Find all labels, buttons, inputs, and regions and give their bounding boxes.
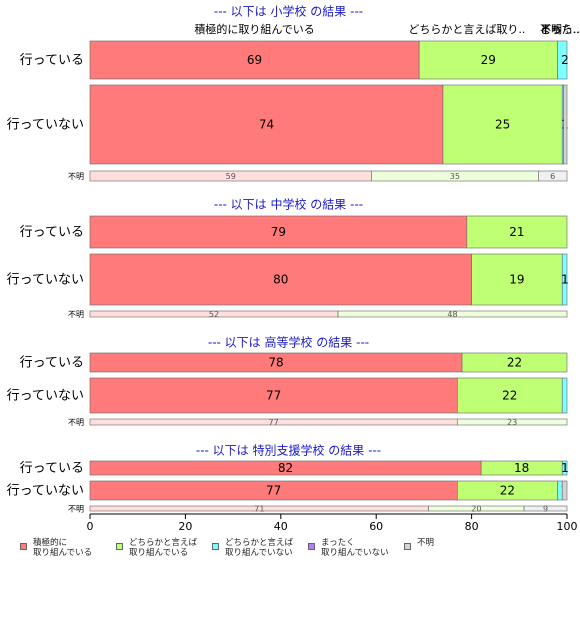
- row-label: 行っている: [20, 53, 84, 68]
- data-label: 20: [471, 505, 481, 514]
- data-label: 22: [507, 356, 522, 370]
- data-label: 22: [500, 484, 515, 498]
- bar-segment: [561, 377, 568, 414]
- row-label: 行っていない: [7, 389, 84, 404]
- x-tick-label: 40: [274, 520, 288, 533]
- data-label: 2: [561, 53, 569, 67]
- data-label: 22: [502, 389, 517, 403]
- row-label: 不明: [68, 418, 84, 427]
- row-label: 行っていない: [7, 118, 84, 133]
- legend-label: 不明: [417, 538, 435, 548]
- data-label: 78: [268, 356, 283, 370]
- data-label: 18: [514, 461, 529, 475]
- data-label: 25: [495, 118, 510, 132]
- row-label: 行っている: [20, 461, 84, 476]
- bar-segment: [89, 377, 458, 414]
- bar-segment: [456, 377, 563, 414]
- legend-label: どちらかと言えば 取り組んでいる: [129, 538, 198, 558]
- row-label: 不明: [68, 310, 84, 319]
- data-label: 79: [271, 225, 286, 239]
- top-category-label: 積極的に取り組んでいる: [194, 22, 314, 36]
- legend-label: 積極的に 取り組んでいる: [33, 538, 93, 558]
- x-tick-label: 100: [557, 520, 578, 533]
- data-label: 1: [561, 461, 569, 475]
- x-tick-label: 80: [465, 520, 479, 533]
- data-label: 21: [509, 225, 524, 239]
- top-category-label: 不明: [540, 23, 562, 36]
- group-title: --- 以下は 高等学校 の結果 ---: [208, 335, 369, 350]
- data-label: 52: [209, 310, 219, 319]
- top-category-label: まった..: [540, 23, 580, 36]
- bar-segment: [456, 418, 568, 426]
- data-label: 35: [450, 172, 460, 181]
- top-category-label: どちらかと言えば取り..: [408, 23, 525, 36]
- data-label: 6: [550, 172, 555, 181]
- data-label: 23: [507, 418, 517, 427]
- data-label: 80: [273, 273, 288, 287]
- row-label: 行っていない: [7, 273, 84, 288]
- data-label: 77: [269, 418, 279, 427]
- group-title: --- 以下は 特別支援学校 の結果 ---: [196, 443, 381, 458]
- row-label: 行っている: [20, 225, 84, 240]
- bar-segment: [471, 253, 563, 306]
- legend-label: どちらかと言えば 取り組んでいない: [225, 538, 294, 558]
- bar-segment: [461, 352, 568, 373]
- bar-segment: [89, 215, 468, 249]
- bar-segment: [337, 310, 568, 318]
- data-label: 71: [254, 505, 264, 514]
- group-title: --- 以下は 中学校 の結果 ---: [214, 197, 363, 212]
- data-label: 77: [266, 484, 281, 498]
- legend: 積極的に 取り組んでいる どちらかと言えば 取り組んでいる どちらかと言えば 取り組…: [20, 538, 580, 568]
- legend-swatch: [212, 543, 219, 550]
- bar-segment: [538, 170, 568, 182]
- data-label: 1: [561, 273, 569, 287]
- group-title: --- 以下は 小学校 の結果 ---: [214, 4, 363, 19]
- data-label: 19: [509, 273, 524, 287]
- bar-segment: [557, 40, 568, 80]
- bar-segment: [563, 84, 568, 165]
- data-label: 69: [247, 53, 262, 67]
- x-tick-label: 0: [87, 520, 94, 533]
- legend-swatch: [20, 543, 27, 550]
- data-label: 59: [226, 172, 236, 181]
- legend-swatch: [116, 543, 123, 550]
- data-label: 29: [481, 53, 496, 67]
- data-label: 48: [447, 310, 457, 319]
- bar-segment: [523, 505, 568, 512]
- bar-segment: [561, 253, 568, 306]
- x-tick-label: 20: [178, 520, 192, 533]
- x-tick-label: 60: [369, 520, 383, 533]
- legend-label: まったく 取り組んでいない: [321, 538, 389, 558]
- top-category-label: どちら..: [540, 23, 580, 36]
- bar-segment: [561, 480, 568, 501]
- bar-segment: [442, 84, 563, 165]
- data-label: 9: [543, 505, 548, 514]
- data-label: 77: [266, 389, 281, 403]
- bar-segment: [466, 215, 568, 249]
- legend-swatch: [404, 543, 411, 550]
- row-label: 不明: [68, 172, 84, 181]
- row-label: 行っていない: [7, 484, 84, 499]
- data-label: 82: [278, 461, 293, 475]
- data-label: 74: [259, 118, 274, 132]
- bar-segment: [89, 84, 444, 165]
- legend-swatch: [308, 543, 315, 550]
- bar-segment: [418, 40, 558, 80]
- row-label: 不明: [68, 505, 84, 514]
- bar-segment: [561, 460, 568, 476]
- row-label: 行っている: [20, 356, 84, 371]
